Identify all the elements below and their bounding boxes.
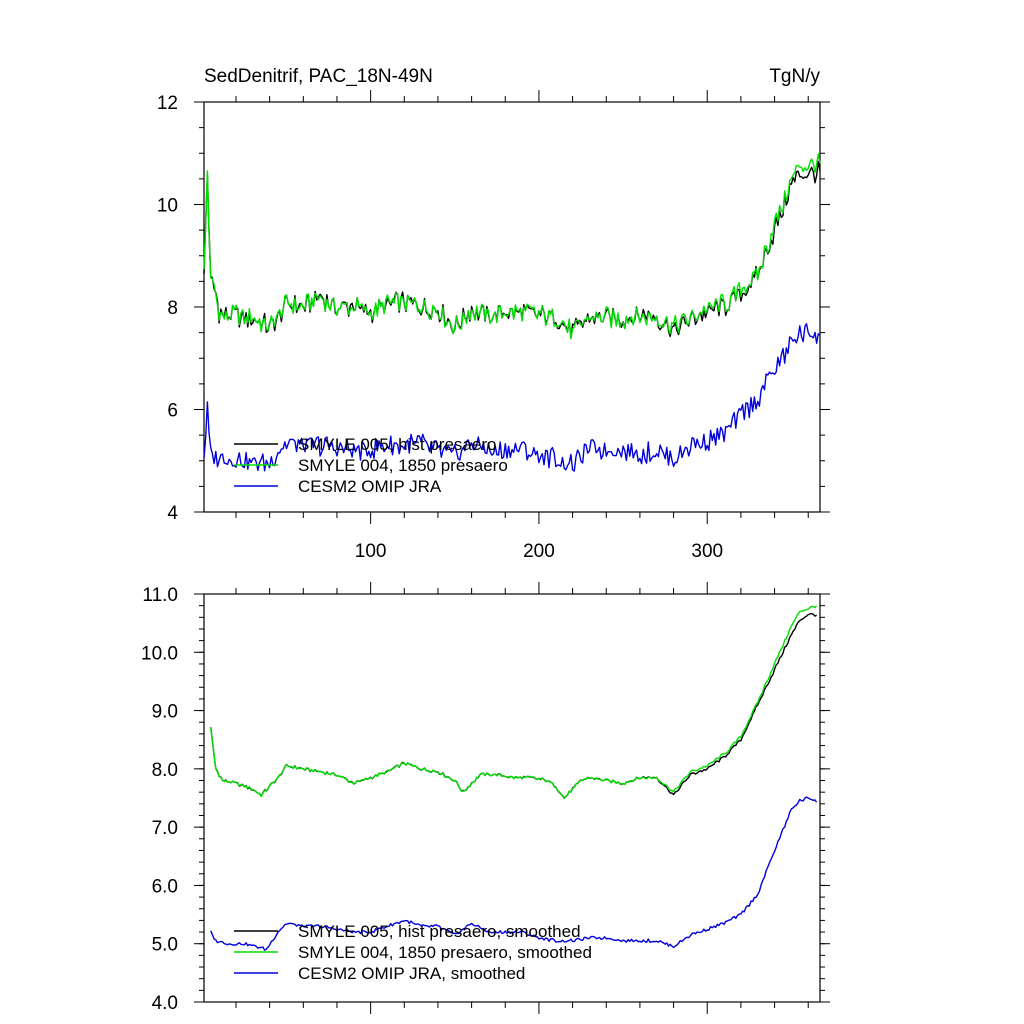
y-tick-label: 6.0: [152, 876, 178, 897]
legend-label: CESM2 OMIP JRA: [298, 477, 442, 496]
y-tick-label: 4: [167, 503, 178, 524]
series-line: [210, 605, 818, 799]
legend-label: SMYLE 005, hist presaero, smoothed: [298, 922, 581, 941]
series-line: [210, 796, 818, 951]
y-tick-label: 8: [167, 298, 178, 319]
top-panel: 4 6 8 10 12 100 200 300 SMYLE 005, hist presaero…: [157, 90, 830, 562]
plot-frame: [203, 593, 821, 1003]
bottom-panel: 4.0 5.0 6.0 7.0 8.0 9.0 10.0 11.0 SMYLE 005, his…: [141, 582, 830, 1014]
y-tick-label: 9.0: [152, 702, 178, 723]
y-tick-label: 11.0: [142, 585, 178, 606]
y-tick-label: 10: [157, 196, 178, 217]
y-tick-label: 10.0: [141, 643, 178, 664]
top-panel-units: TgN/y: [769, 66, 820, 87]
x-tick-label: 300: [691, 541, 723, 562]
y-tick-label: 4.0: [152, 993, 178, 1014]
y-tick-label: 5.0: [152, 935, 178, 956]
y-tick-label: 8.0: [152, 760, 178, 781]
legend-label: SMYLE 004, 1850 presaero: [298, 456, 508, 475]
y-tick-label: 12: [157, 93, 178, 114]
x-tick-label: 200: [523, 541, 555, 562]
y-tick-label: 6: [167, 401, 178, 422]
series-line: [210, 612, 817, 799]
legend-label: CESM2 OMIP JRA, smoothed: [298, 964, 525, 983]
y-tick-label: 7.0: [152, 818, 178, 839]
legend-label: SMYLE 004, 1850 presaero, smoothed: [298, 943, 592, 962]
x-tick-label: 100: [355, 541, 387, 562]
series-line: [203, 153, 821, 340]
legend-label: SMYLE 005, hist presaero: [298, 435, 496, 454]
top-panel-title: SedDenitrif, PAC_18N-49N: [204, 66, 433, 87]
series-line: [203, 323, 821, 472]
